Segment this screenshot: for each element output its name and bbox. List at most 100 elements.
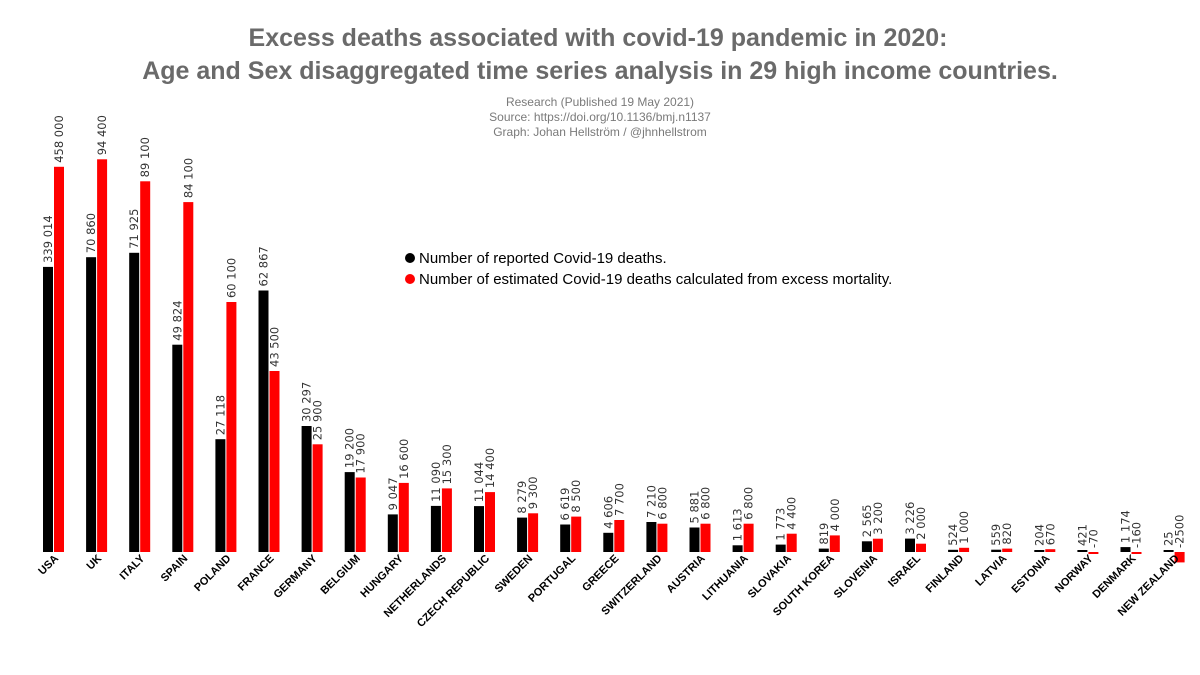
category-label-usa: USA (36, 553, 61, 578)
value-label-estimated-austria: 6 800 (699, 487, 713, 520)
value-labels-group: 339 014 458 000 70 860 94 400 71 925 89 100 49… (41, 115, 1187, 548)
bar-reported-belgium (344, 472, 355, 552)
value-label-estimated-slovenia: 3 200 (871, 502, 885, 535)
bar-estimated-usa (54, 166, 64, 553)
legend: Number of reported Covid-19 deaths. Numb… (405, 250, 892, 288)
bar-reported-czech-republic (474, 506, 484, 552)
value-label-estimated-slovakia: 4 400 (785, 497, 799, 530)
bar-estimated-denmark (1131, 552, 1142, 554)
value-label-estimated-finland: 1 000 (957, 511, 971, 544)
value-label-reported-france: 62 867 (257, 246, 271, 286)
value-label-estimated-sweden: 9 300 (526, 476, 540, 509)
bar-reported-norway (1077, 550, 1088, 552)
bar-reported-france (258, 290, 269, 552)
value-label-estimated-belgium: 17 900 (354, 433, 368, 473)
bar-reported-israel (905, 538, 915, 552)
value-label-estimated-new-zealand: -2500 (1173, 515, 1187, 548)
value-label-reported-austria: 5 881 (688, 491, 702, 524)
bar-estimated-israel (916, 543, 926, 552)
bar-reported-finland (948, 549, 959, 552)
value-label-reported-italy: 71 925 (127, 209, 141, 249)
category-label-germany: GERMANY (271, 552, 320, 601)
bar-reported-south-korea (818, 548, 829, 552)
value-label-reported-greece: 4 606 (601, 496, 615, 529)
bar-estimated-belgium (355, 477, 366, 552)
bar-reported-germany (301, 426, 312, 552)
value-label-reported-portugal: 6 619 (558, 488, 572, 521)
bar-estimated-poland (226, 302, 237, 552)
value-label-reported-denmark: 1 174 (1119, 510, 1133, 543)
value-label-estimated-netherlands: 15 300 (440, 444, 454, 484)
category-label-sweden: SWEDEN (493, 553, 536, 596)
category-label-latvia: LATVIA (973, 553, 1009, 589)
category-label-austria: AUSTRIA (665, 553, 708, 596)
bar-estimated-slovenia (872, 538, 883, 552)
value-label-reported-estonia: 204 (1032, 524, 1046, 546)
value-label-estimated-latvia: 820 (1000, 523, 1014, 545)
bar-reported-usa (43, 266, 53, 552)
value-label-estimated-uk: 94 400 (95, 115, 109, 155)
bar-reported-greece (603, 532, 614, 552)
bars-group (43, 159, 1185, 563)
bar-reported-denmark (1120, 547, 1131, 552)
category-labels-group: USA UK ITALY SPAIN POLAND FRANCEGERMANYBELGIU… (36, 552, 1182, 630)
value-label-reported-finland: 524 (946, 524, 960, 546)
chart-subtitle-research: Research (Published 19 May 2021) (506, 95, 694, 109)
bar-estimated-uk (97, 159, 108, 553)
bar-estimated-germany (312, 444, 323, 552)
category-label-uk: UK (84, 553, 104, 573)
bar-estimated-czech-republic (485, 492, 495, 552)
bar-reported-slovenia (861, 541, 872, 552)
bar-estimated-greece (614, 520, 625, 552)
value-label-estimated-lithuania: 6 800 (742, 487, 756, 520)
bar-estimated-spain (183, 202, 194, 552)
value-label-estimated-france: 43 500 (268, 327, 282, 367)
bar-estimated-sweden (528, 513, 539, 552)
value-label-reported-netherlands: 11 090 (429, 462, 443, 502)
value-label-reported-czech-republic: 11 044 (472, 462, 486, 502)
category-label-italy: ITALY (118, 552, 148, 582)
value-label-reported-norway: 421 (1075, 524, 1089, 546)
category-label-czech-republic: CZECH REPUBLIC (415, 553, 492, 630)
bar-reported-austria (689, 527, 700, 552)
chart-subtitle-source: Source: https://doi.org/10.1136/bmj.n113… (489, 110, 711, 124)
bar-reported-hungary (387, 514, 398, 552)
value-label-estimated-switzerland: 6 800 (655, 487, 669, 520)
value-label-estimated-hungary: 16 600 (397, 439, 411, 479)
value-label-reported-hungary: 9 047 (386, 477, 400, 510)
bar-estimated-switzerland (657, 523, 668, 552)
bar-estimated-new-zealand (1174, 552, 1185, 563)
bar-estimated-italy (140, 181, 151, 553)
category-label-greece: GREECE (580, 553, 621, 594)
bar-estimated-portugal (571, 516, 582, 552)
bar-estimated-france (269, 371, 280, 552)
legend-reported-marker (405, 253, 415, 263)
bar-estimated-south-korea (829, 535, 840, 552)
value-label-reported-latvia: 559 (989, 524, 1003, 546)
value-label-reported-slovakia: 1 773 (774, 508, 788, 541)
value-label-reported-uk: 70 860 (84, 213, 98, 253)
category-label-slovenia: SLOVENIA (832, 553, 880, 601)
bar-estimated-latvia (1002, 548, 1013, 552)
chart-title-line-2: Age and Sex disaggregated time series an… (142, 57, 1058, 85)
value-label-reported-spain: 49 824 (170, 300, 184, 340)
value-label-estimated-estonia: 670 (1043, 523, 1057, 545)
value-label-estimated-israel: 2 000 (914, 507, 928, 540)
value-label-reported-south-korea: 819 (817, 523, 831, 545)
value-label-estimated-czech-republic: 14 400 (483, 448, 497, 488)
bar-reported-spain (172, 344, 183, 552)
value-label-reported-israel: 3 226 (903, 502, 917, 535)
bar-reported-portugal (560, 524, 571, 552)
value-label-reported-switzerland: 7 210 (644, 485, 658, 518)
value-label-reported-usa: 339 014 (41, 215, 55, 263)
category-label-france: FRANCE (236, 553, 277, 594)
value-label-reported-poland: 27 118 (213, 395, 227, 435)
category-label-finland: FINLAND (924, 553, 967, 596)
bar-estimated-estonia (1045, 549, 1056, 552)
bar-reported-poland (215, 439, 226, 552)
legend-estimated-label: Number of estimated Covid-19 deaths calc… (419, 271, 892, 288)
bar-reported-lithuania (732, 545, 743, 552)
value-label-estimated-south-korea: 4 000 (828, 498, 842, 531)
value-label-estimated-spain: 84 100 (181, 158, 195, 198)
